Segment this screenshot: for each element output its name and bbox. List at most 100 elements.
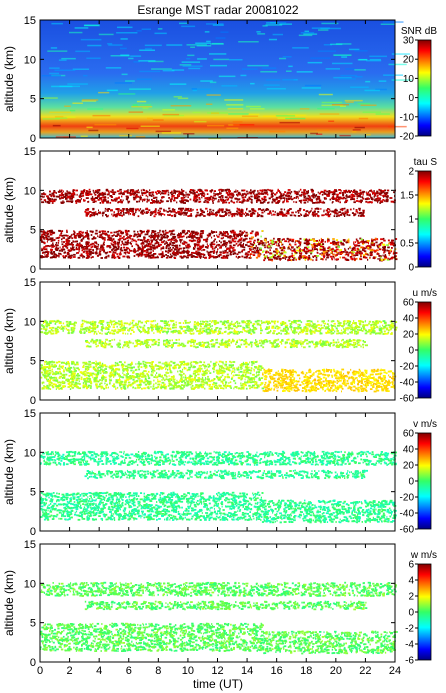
data-cell <box>335 209 337 211</box>
snr-streak <box>138 60 155 62</box>
data-cell <box>363 327 365 329</box>
data-cell <box>156 193 158 195</box>
data-cell <box>339 201 341 203</box>
data-cell <box>130 213 131 215</box>
data-cell <box>148 252 150 254</box>
data-cell <box>344 248 345 250</box>
data-cell <box>217 236 220 238</box>
data-cell <box>91 257 92 259</box>
data-cell <box>194 240 196 242</box>
data-cell <box>190 321 191 323</box>
data-cell <box>126 327 127 329</box>
data-cell <box>195 199 197 201</box>
data-cell <box>151 240 152 242</box>
y-tick-label: 15 <box>24 146 36 158</box>
snr-streak <box>228 113 249 115</box>
data-cell <box>193 199 195 201</box>
data-cell <box>291 321 292 323</box>
data-cell <box>164 320 167 322</box>
snr-streak <box>341 56 347 58</box>
data-cell <box>307 201 308 203</box>
data-cell <box>261 198 263 200</box>
data-cell <box>89 326 91 328</box>
data-cell <box>87 208 89 210</box>
data-cell <box>340 251 343 253</box>
data-cell <box>50 195 52 197</box>
snr-streak <box>130 55 141 57</box>
data-cell <box>155 235 158 237</box>
data-cell <box>191 210 192 212</box>
snr-streak <box>151 68 172 70</box>
snr-streak <box>292 47 309 49</box>
data-cell <box>140 253 142 255</box>
colorbar-tick-label: 1.5 <box>400 191 414 202</box>
data-cell <box>296 250 299 252</box>
data-cell <box>126 197 128 199</box>
data-cell <box>137 239 139 241</box>
data-cell <box>185 322 187 324</box>
data-cell <box>197 239 198 241</box>
data-cell <box>317 249 318 251</box>
snr-streak <box>94 124 116 126</box>
data-cell <box>312 248 313 250</box>
data-cell <box>125 333 126 335</box>
data-cell <box>41 231 43 233</box>
snr-streak <box>72 103 83 105</box>
data-cell <box>225 244 227 246</box>
data-cell <box>172 325 174 327</box>
data-cell <box>105 208 107 210</box>
snr-streak <box>120 48 127 50</box>
data-cell <box>261 212 263 214</box>
data-cell <box>306 193 308 195</box>
data-cell <box>205 323 207 325</box>
data-cell <box>218 199 219 201</box>
data-cell <box>276 252 278 254</box>
data-cell <box>59 235 61 237</box>
snr-streak <box>317 129 329 131</box>
data-cell <box>322 194 324 196</box>
data-cell <box>111 324 112 326</box>
data-cell <box>154 233 156 235</box>
data-cell <box>80 332 83 334</box>
snr-streak <box>301 32 314 34</box>
data-cell <box>325 193 327 195</box>
data-cell <box>87 243 89 245</box>
data-cell <box>168 194 170 196</box>
data-cell <box>298 333 299 335</box>
data-cell <box>282 257 285 259</box>
snr-streak <box>300 108 310 110</box>
data-cell <box>354 327 355 329</box>
data-cell <box>166 232 169 234</box>
data-cell <box>159 230 161 232</box>
data-cell <box>312 239 315 241</box>
data-cell <box>167 323 169 325</box>
data-cell <box>89 189 91 191</box>
data-cell <box>123 325 125 327</box>
data-cell <box>44 196 45 198</box>
data-cell <box>205 208 207 210</box>
data-cell <box>380 244 381 246</box>
data-cell <box>198 333 201 335</box>
data-cell <box>383 252 384 254</box>
data-cell <box>168 208 170 210</box>
data-cell <box>354 244 357 246</box>
data-cell <box>227 320 229 322</box>
data-cell <box>127 329 129 331</box>
data-cell <box>73 233 75 235</box>
data-cell <box>320 325 322 327</box>
data-cell <box>312 256 313 258</box>
data-cell <box>101 333 102 335</box>
data-cell <box>293 201 294 203</box>
data-cell <box>203 201 205 203</box>
data-cell <box>86 232 88 234</box>
data-cell <box>62 246 64 248</box>
data-cell <box>169 328 171 330</box>
data-cell <box>201 246 204 248</box>
data-cell <box>361 329 363 331</box>
data-cell <box>304 191 305 193</box>
snr-streak <box>107 90 118 92</box>
data-cell <box>342 257 345 259</box>
data-cell <box>284 240 287 242</box>
data-cell <box>66 324 68 326</box>
data-cell <box>368 243 369 245</box>
